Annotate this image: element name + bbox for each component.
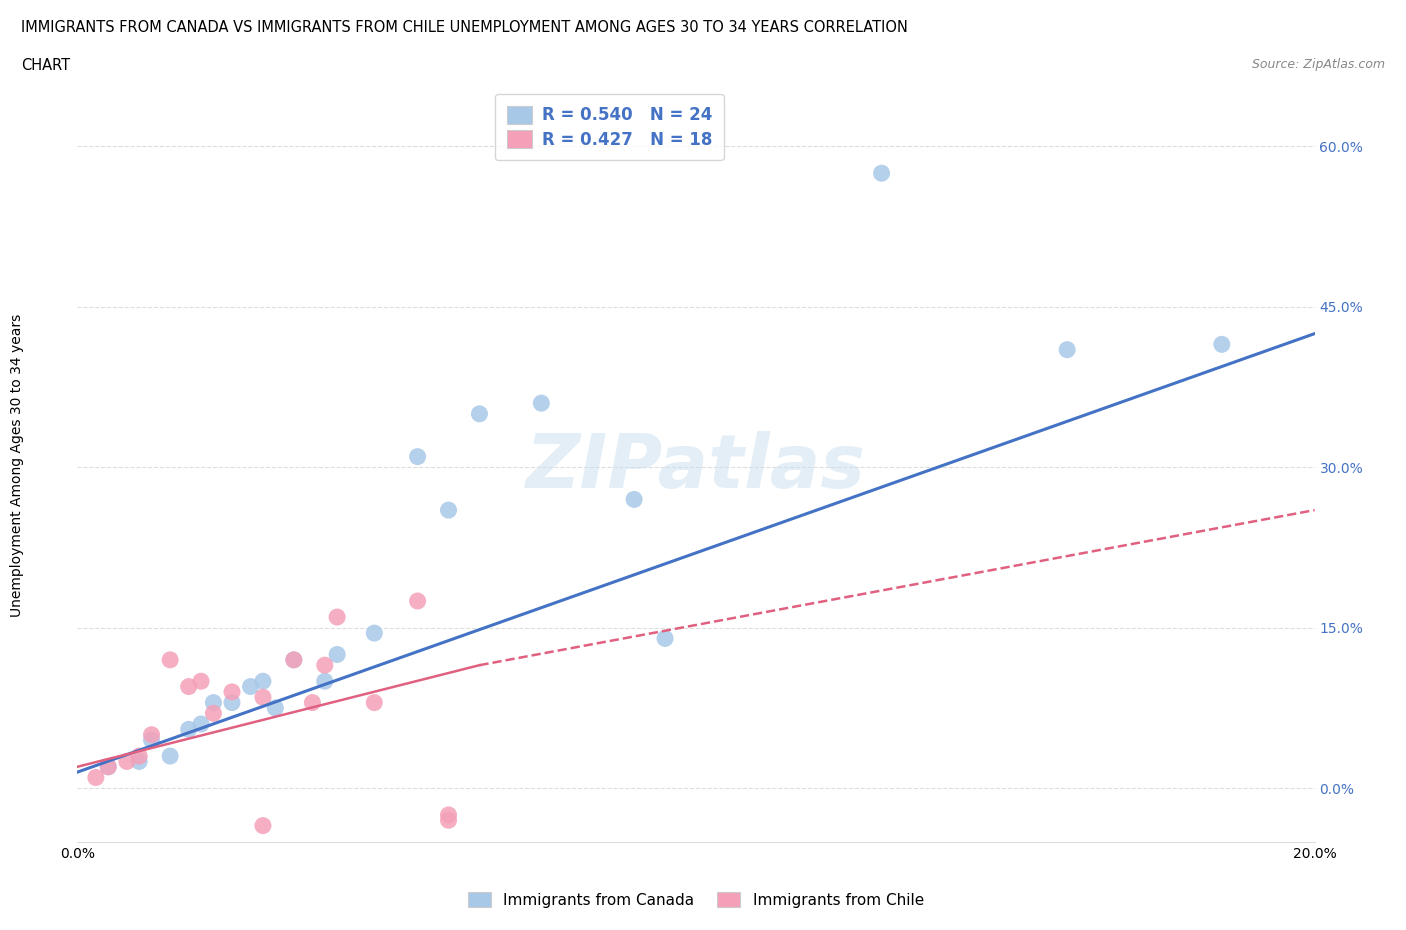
Text: Unemployment Among Ages 30 to 34 years: Unemployment Among Ages 30 to 34 years	[10, 313, 24, 617]
Point	[623, 492, 645, 507]
Point	[141, 733, 163, 748]
Point	[202, 706, 225, 721]
Point	[301, 696, 323, 711]
Point	[437, 503, 460, 518]
Point	[530, 396, 553, 411]
Point	[283, 653, 305, 668]
Point	[221, 684, 243, 699]
Point	[177, 679, 200, 694]
Point	[326, 647, 349, 662]
Point	[870, 166, 893, 180]
Point	[363, 626, 385, 641]
Point	[84, 770, 107, 785]
Point	[252, 818, 274, 833]
Point	[97, 759, 120, 774]
Point	[252, 673, 274, 688]
Text: Source: ZipAtlas.com: Source: ZipAtlas.com	[1251, 58, 1385, 71]
Point	[1211, 337, 1233, 352]
Point	[326, 610, 349, 625]
Point	[141, 727, 163, 742]
Point	[239, 679, 262, 694]
Point	[264, 700, 287, 715]
Point	[468, 406, 491, 421]
Point	[654, 631, 676, 645]
Point	[221, 696, 243, 711]
Point	[1056, 342, 1078, 357]
Legend: Immigrants from Canada, Immigrants from Chile: Immigrants from Canada, Immigrants from …	[463, 885, 929, 914]
Point	[128, 754, 150, 769]
Point	[363, 696, 385, 711]
Point	[159, 653, 181, 668]
Point	[190, 717, 212, 732]
Text: IMMIGRANTS FROM CANADA VS IMMIGRANTS FROM CHILE UNEMPLOYMENT AMONG AGES 30 TO 34: IMMIGRANTS FROM CANADA VS IMMIGRANTS FRO…	[21, 20, 908, 35]
Point	[115, 754, 138, 769]
Text: ZIPatlas: ZIPatlas	[526, 431, 866, 504]
Point	[177, 722, 200, 737]
Point	[437, 813, 460, 828]
Point	[406, 593, 429, 608]
Legend: R = 0.540   N = 24, R = 0.427   N = 18: R = 0.540 N = 24, R = 0.427 N = 18	[495, 94, 724, 160]
Point	[437, 807, 460, 822]
Point	[406, 449, 429, 464]
Point	[283, 653, 305, 668]
Text: CHART: CHART	[21, 58, 70, 73]
Point	[190, 673, 212, 688]
Point	[314, 658, 336, 672]
Point	[202, 696, 225, 711]
Point	[97, 759, 120, 774]
Point	[128, 749, 150, 764]
Point	[159, 749, 181, 764]
Point	[252, 690, 274, 705]
Point	[314, 673, 336, 688]
